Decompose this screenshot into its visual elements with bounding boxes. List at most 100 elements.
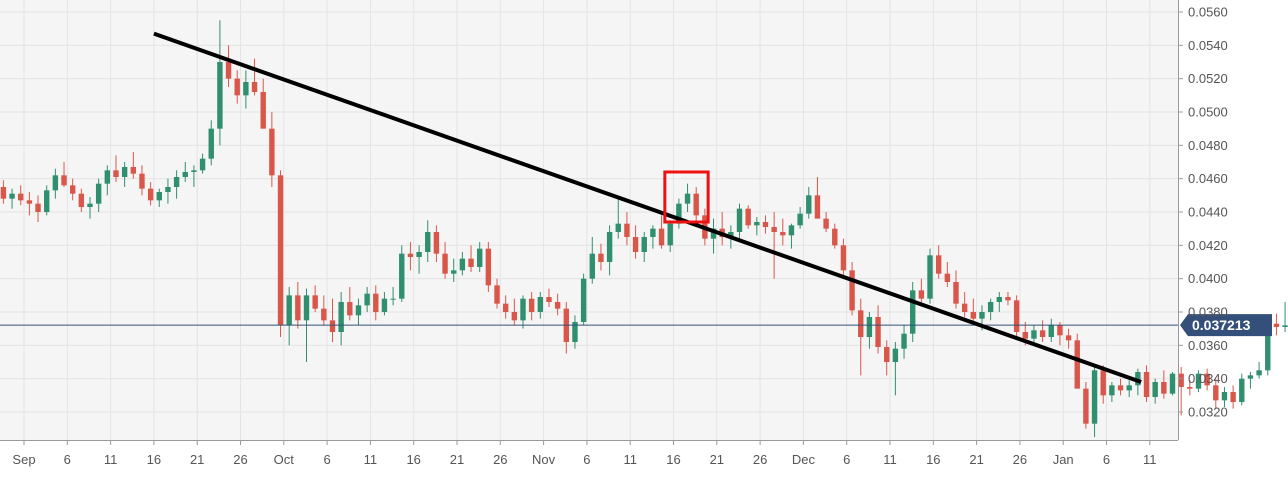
candle-up — [910, 290, 916, 334]
highlight-box — [663, 170, 710, 224]
candle-down — [1013, 300, 1020, 332]
candle-down — [823, 218, 829, 229]
candle-down — [312, 295, 318, 309]
candle-up — [286, 295, 292, 326]
candle-up — [156, 192, 162, 201]
candle-down — [1204, 373, 1210, 386]
candle-up — [173, 177, 180, 187]
candle-down — [1005, 297, 1011, 301]
y-tick-label: 0.0480 — [1188, 138, 1228, 153]
y-tick-label: 0.0380 — [1188, 305, 1228, 320]
candle-down — [632, 237, 639, 252]
x-tick-label: 16 — [147, 452, 161, 467]
candle-up — [615, 223, 621, 232]
candle-down — [1178, 373, 1184, 387]
candle-up — [684, 193, 691, 204]
y-tick-label: 0.0360 — [1188, 338, 1228, 353]
candle-up — [199, 158, 206, 171]
candle-down — [373, 293, 379, 312]
current-price-label: 0.037213 — [1192, 317, 1251, 333]
y-tick-label: 0.0560 — [1188, 5, 1228, 20]
candle-up — [95, 183, 102, 204]
candle-down — [1083, 388, 1089, 424]
candle-down — [329, 320, 336, 332]
candle-down — [554, 302, 561, 309]
x-tick-label: 16 — [666, 452, 680, 467]
candle-down — [780, 232, 786, 236]
y-tick-label: 0.0340 — [1188, 371, 1228, 386]
candle-up — [797, 213, 803, 226]
candle-up — [710, 228, 717, 239]
candle-up — [52, 175, 59, 191]
candle-up — [996, 297, 1002, 302]
candle-down — [745, 208, 751, 226]
x-tick-label: 6 — [583, 452, 590, 467]
candle-down — [511, 312, 518, 321]
candle-down — [234, 78, 240, 96]
candle-up — [676, 203, 682, 224]
candle-up — [182, 172, 188, 177]
x-tick-label: 21 — [969, 452, 983, 467]
candle-down — [1161, 382, 1167, 394]
candle-down — [970, 312, 977, 319]
candle-up — [1256, 370, 1262, 376]
x-tick-label: 11 — [104, 452, 118, 467]
candle-down — [849, 270, 855, 311]
x-tick-label: 26 — [753, 452, 767, 467]
candle-up — [425, 232, 431, 252]
candle-down — [944, 273, 951, 282]
candle-up — [1239, 378, 1245, 402]
candle-up — [1109, 385, 1115, 396]
x-tick-label: 11 — [1143, 452, 1157, 467]
candle-down — [1143, 372, 1150, 397]
candle-down — [225, 62, 232, 79]
candle-down — [875, 317, 881, 347]
candle-up — [399, 253, 405, 299]
candle-down — [494, 285, 500, 304]
candle-up — [1152, 382, 1158, 397]
candle-down — [269, 128, 275, 176]
candle-up — [1091, 370, 1098, 424]
candle-up — [1169, 373, 1176, 394]
candle-down — [1273, 323, 1280, 327]
candle-up — [451, 270, 457, 274]
candle-up — [1221, 392, 1228, 401]
candle-up — [390, 298, 396, 300]
candle-up — [1135, 372, 1141, 386]
candle-down — [485, 248, 492, 286]
candle-down — [546, 297, 552, 302]
candle-down — [61, 175, 67, 186]
x-tick-label: 26 — [1013, 452, 1027, 467]
candle-up — [355, 305, 362, 316]
current-price-badge — [1180, 314, 1272, 337]
candle-down — [918, 290, 925, 299]
x-tick-label: 21 — [450, 452, 464, 467]
x-tick-label: 6 — [64, 452, 71, 467]
candle-down — [442, 253, 448, 274]
candle-up — [338, 302, 344, 332]
candle-down — [528, 298, 535, 312]
candle-down — [0, 187, 7, 199]
x-tick-label: 26 — [493, 452, 507, 467]
y-tick-label: 0.0320 — [1188, 405, 1228, 420]
y-tick-label: 0.0520 — [1188, 71, 1228, 86]
candle-down — [407, 253, 414, 257]
candle-up — [381, 298, 388, 312]
candle-up — [1031, 330, 1037, 339]
x-tick-label: 21 — [190, 452, 204, 467]
candle-down — [624, 223, 630, 237]
x-tick-label: Oct — [274, 452, 295, 467]
x-tick-label: 6 — [1103, 452, 1110, 467]
candle-up — [1247, 375, 1254, 379]
x-tick-label: 21 — [710, 452, 724, 467]
candle-down — [295, 295, 301, 321]
x-tick-label: Nov — [532, 452, 556, 467]
candle-down — [771, 227, 777, 232]
candle-up — [806, 195, 812, 214]
candle-up — [606, 232, 613, 262]
candle-up — [243, 82, 249, 96]
candle-up — [208, 128, 214, 159]
x-tick-label: 11 — [623, 452, 637, 467]
